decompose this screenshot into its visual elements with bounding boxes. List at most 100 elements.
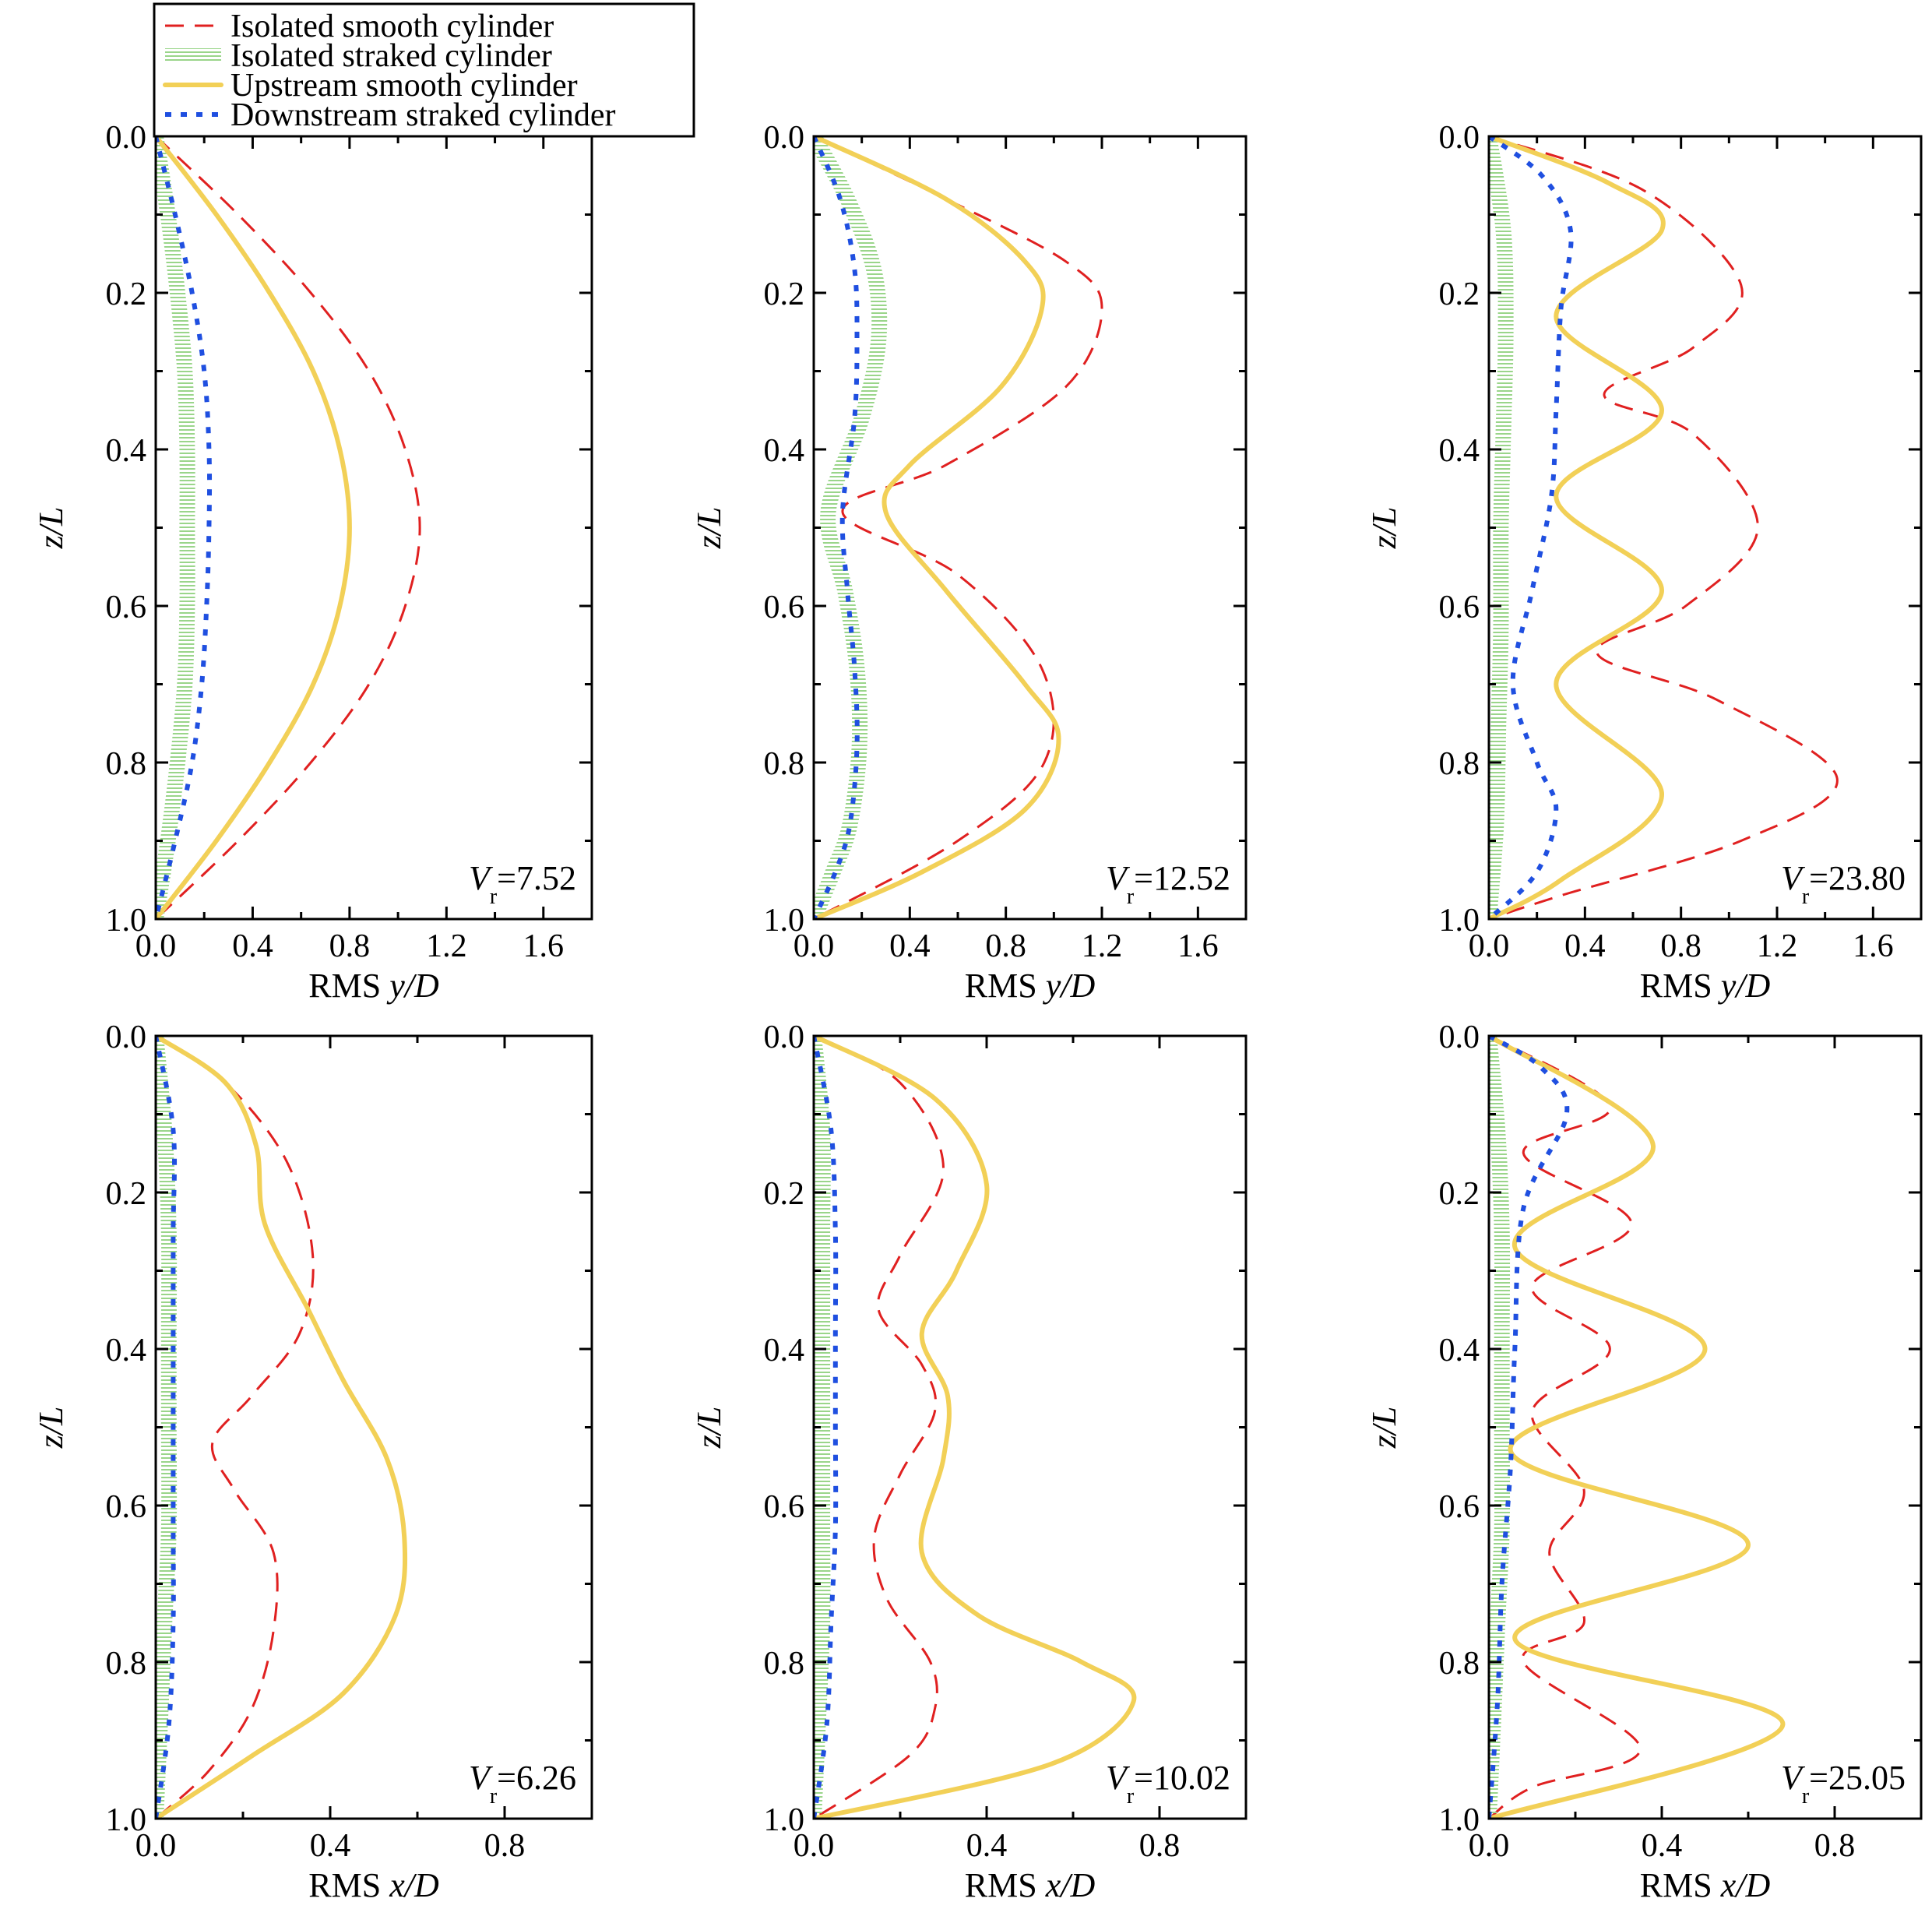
y-tick-label: 0.4	[1439, 433, 1480, 469]
y-tick-label: 0.2	[1439, 1176, 1480, 1212]
x-axis-label-var: y/D	[386, 967, 439, 1005]
x-tick-label: 0.0	[794, 1828, 835, 1864]
y-tick-label: 0.2	[106, 276, 147, 312]
y-tick-label: 0.4	[106, 1333, 147, 1368]
x-axis-label: RMS x/D	[308, 1866, 439, 1904]
velocity-annotation: Vr=25.05	[1781, 1759, 1906, 1809]
x-tick-label: 1.6	[523, 928, 565, 964]
y-tick-label: 1.0	[764, 903, 805, 939]
series-group	[156, 1036, 408, 1819]
x-tick-label: 0.4	[310, 1828, 351, 1864]
x-tick-label: 0.0	[1469, 928, 1510, 964]
y-tick-label: 0.6	[1439, 1489, 1480, 1525]
x-tick-label: 0.8	[985, 928, 1026, 964]
legend-label: Isolated straked cylinder	[231, 38, 552, 74]
velocity-annotation: Vr=12.52	[1106, 859, 1230, 909]
y-tick-label: 0.4	[106, 433, 147, 469]
series-line-upstream-smooth-cylinder	[156, 136, 352, 919]
series-line-downstream-straked-cylinder	[814, 1036, 839, 1819]
series-line-upstream-smooth-cylinder	[1489, 136, 1666, 919]
x-axis-label: RMS y/D	[965, 967, 1096, 1005]
y-tick-label: 0.2	[764, 1176, 805, 1212]
series-line-upstream-smooth-cylinder	[156, 1036, 408, 1819]
legend-box	[153, 2, 695, 138]
x-tick-label: 0.8	[1814, 1828, 1856, 1864]
x-axis-label-prefix: RMS	[308, 1866, 389, 1904]
plot-frame	[1487, 135, 1923, 921]
y-tick-label: 0.4	[764, 1333, 805, 1368]
y-tick-label: 0.6	[1439, 590, 1480, 625]
y-axis-label: z/L	[1365, 1407, 1403, 1449]
x-axis-label-var: x/D	[1720, 1866, 1771, 1904]
x-axis-label-var: x/D	[389, 1866, 439, 1904]
x-tick-label: 0.4	[1564, 928, 1606, 964]
series-line-downstream-straked-cylinder	[156, 1036, 178, 1819]
series-line-isolated-straked-cylinder	[156, 136, 195, 919]
series-line-upstream-smooth-cylinder	[814, 1036, 1137, 1819]
y-tick-label: 0.8	[106, 1646, 147, 1682]
x-axis-label-prefix: RMS	[308, 967, 389, 1005]
x-tick-label: 0.0	[794, 928, 835, 964]
series-line-isolated-smooth-cylinder	[156, 1036, 315, 1819]
series-group	[1489, 1036, 1786, 1819]
plot-frame	[154, 135, 593, 921]
x-axis-label-prefix: RMS	[965, 1866, 1046, 1904]
velocity-annotation: Vr=6.26	[469, 1759, 576, 1809]
x-tick-label: 1.6	[1853, 928, 1894, 964]
x-tick-label: 1.2	[1757, 928, 1798, 964]
y-axis-label: z/L	[32, 1407, 70, 1449]
y-tick-label: 0.6	[764, 1489, 805, 1525]
x-axis-label-prefix: RMS	[1640, 1866, 1721, 1904]
y-tick-label: 0.8	[764, 1646, 805, 1682]
x-tick-label: 0.4	[889, 928, 931, 964]
y-axis-label: z/L	[690, 507, 728, 550]
series-line-isolated-smooth-cylinder	[1489, 1036, 1642, 1819]
y-tick-label: 0.8	[1439, 1646, 1480, 1682]
x-axis-label-var: y/D	[1043, 967, 1096, 1005]
y-tick-label: 0.8	[1439, 746, 1480, 782]
series-line-upstream-smooth-cylinder	[1489, 1036, 1786, 1819]
y-tick-label: 0.6	[106, 1489, 147, 1525]
series-group	[814, 136, 1103, 919]
legend-label: Isolated smooth cylinder	[231, 9, 554, 44]
y-tick-label: 1.0	[106, 1802, 147, 1838]
y-tick-label: 0.0	[106, 120, 147, 156]
y-tick-label: 0.6	[764, 590, 805, 625]
x-tick-label: 0.0	[135, 1828, 177, 1864]
x-tick-label: 0.0	[135, 928, 177, 964]
series-line-isolated-smooth-cylinder	[814, 1036, 945, 1819]
y-tick-label: 0.4	[1439, 1333, 1480, 1368]
x-axis-label: RMS y/D	[308, 967, 439, 1005]
legend-label: Upstream smooth cylinder	[231, 68, 578, 104]
y-tick-label: 0.2	[1439, 276, 1480, 312]
x-tick-label: 0.4	[232, 928, 273, 964]
y-axis-label: z/L	[1365, 507, 1403, 550]
series-line-isolated-straked-cylinder	[156, 1036, 178, 1819]
x-axis-label-var: y/D	[1718, 967, 1771, 1005]
series-line-isolated-straked-cylinder	[814, 1036, 831, 1819]
x-tick-label: 1.6	[1177, 928, 1219, 964]
y-tick-label: 0.0	[1439, 120, 1480, 156]
series-group	[156, 136, 421, 919]
x-axis-label-prefix: RMS	[965, 967, 1046, 1005]
series-group	[1489, 136, 1839, 919]
y-tick-label: 1.0	[1439, 1802, 1480, 1838]
x-tick-label: 0.8	[1139, 1828, 1181, 1864]
series-line-isolated-straked-cylinder	[814, 136, 888, 919]
x-tick-label: 0.4	[966, 1828, 1008, 1864]
x-axis-label: RMS x/D	[965, 1866, 1096, 1904]
velocity-annotation: Vr=23.80	[1781, 859, 1906, 909]
y-axis-label: z/L	[690, 1407, 728, 1449]
series-line-downstream-straked-cylinder	[1489, 1036, 1570, 1819]
y-tick-label: 0.0	[1439, 1020, 1480, 1055]
y-tick-label: 0.2	[764, 276, 805, 312]
velocity-annotation: Vr=7.52	[469, 859, 576, 909]
x-axis-label: RMS x/D	[1640, 1866, 1771, 1904]
